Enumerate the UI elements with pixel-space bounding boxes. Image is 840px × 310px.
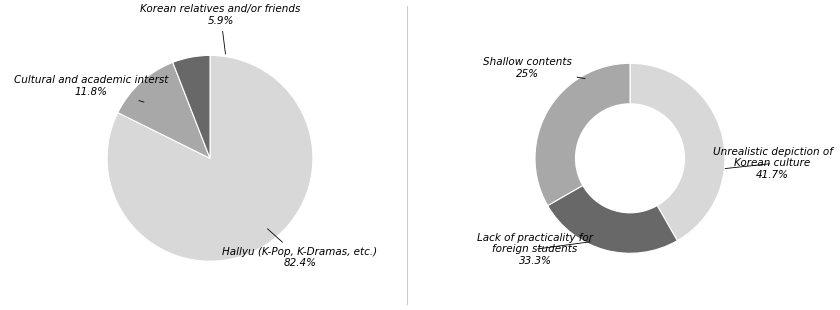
Circle shape xyxy=(575,103,685,213)
Wedge shape xyxy=(173,55,210,158)
Wedge shape xyxy=(535,63,630,206)
Text: Lack of practicality for
foreign students
33.3%: Lack of practicality for foreign student… xyxy=(477,232,593,266)
Text: Hallyu (K-Pop, K-Dramas, etc.)
82.4%: Hallyu (K-Pop, K-Dramas, etc.) 82.4% xyxy=(222,229,377,268)
Text: Cultural and academic interst
11.8%: Cultural and academic interst 11.8% xyxy=(14,75,169,102)
Wedge shape xyxy=(108,55,312,261)
Wedge shape xyxy=(118,62,210,158)
Text: Unrealistic depiction of
Korean culture
41.7%: Unrealistic depiction of Korean culture … xyxy=(712,147,832,180)
Wedge shape xyxy=(630,63,725,241)
Text: Shallow contents
25%: Shallow contents 25% xyxy=(483,57,585,79)
Text: Korean relatives and/or friends
5.9%: Korean relatives and/or friends 5.9% xyxy=(140,4,301,54)
Wedge shape xyxy=(548,178,677,253)
